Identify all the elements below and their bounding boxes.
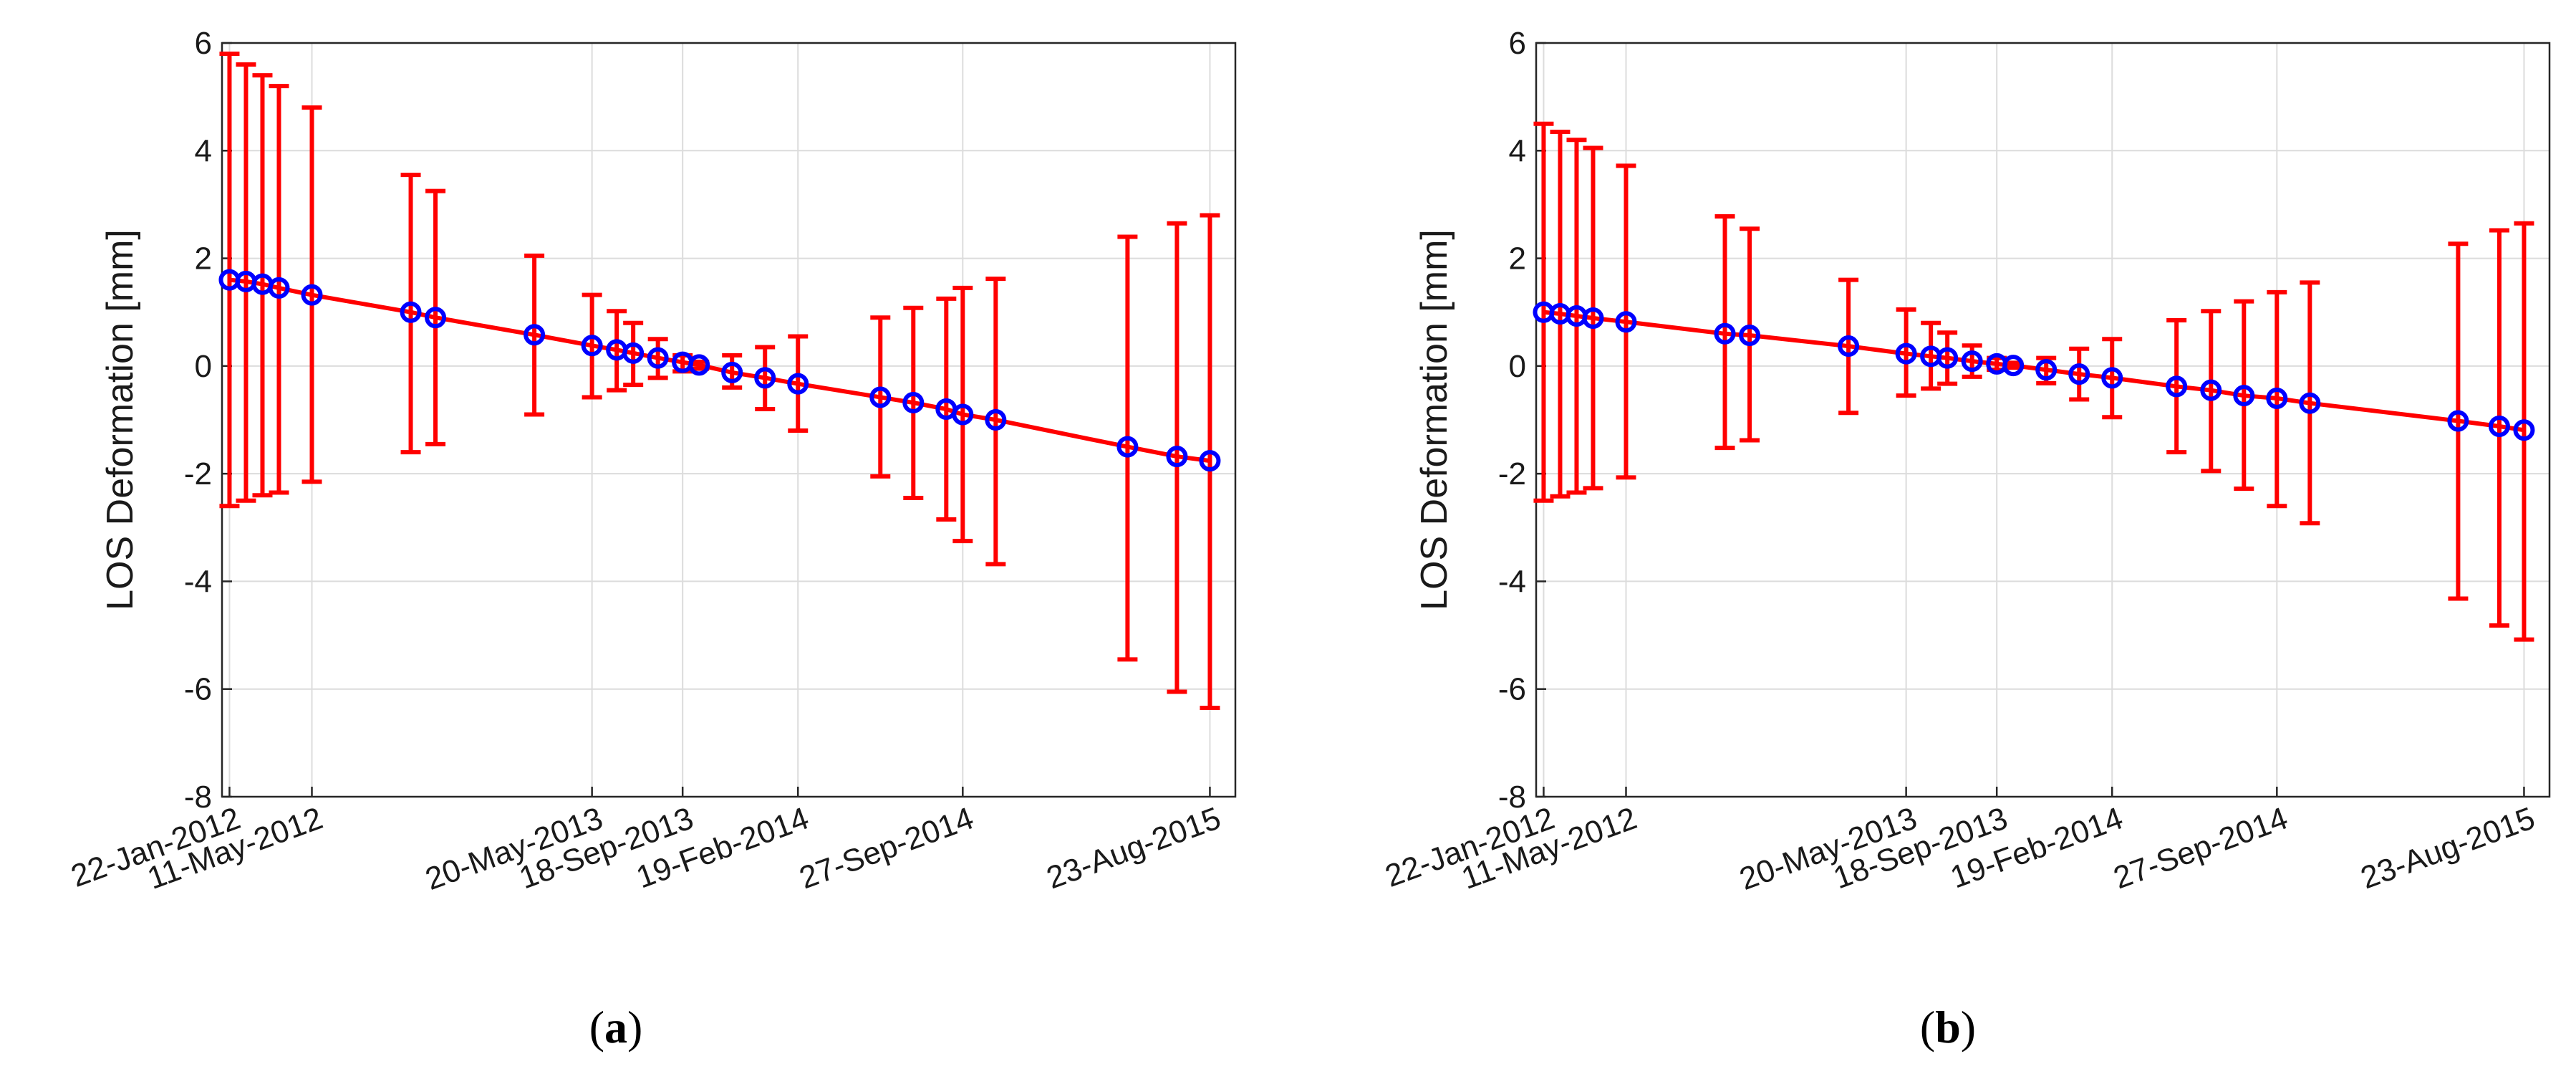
y-tick-label: -2: [184, 456, 212, 492]
axes-frame: [1535, 42, 2551, 798]
data-point: [1739, 325, 1761, 347]
y-axis-label: LOS Deformation [mm]: [100, 229, 141, 610]
x-tick-label: 27-Sep-2014: [2109, 800, 2292, 896]
data-point: [425, 307, 447, 329]
data-point: [2068, 363, 2090, 385]
y-tick-label: -6: [1498, 672, 1526, 707]
data-point: [1166, 446, 1188, 468]
data-point: [952, 403, 974, 426]
data-point: [2266, 387, 2288, 409]
data-point: [1895, 342, 1917, 365]
data-point: [2513, 419, 2535, 441]
data-point: [2035, 359, 2058, 381]
y-tick-label: 0: [1509, 349, 1526, 384]
y-tick-label: -2: [1498, 456, 1526, 492]
y-tick-label: 2: [195, 241, 212, 277]
data-point: [524, 324, 546, 346]
y-tick-label: 4: [1509, 133, 1526, 168]
data-point: [2002, 355, 2025, 377]
data-point: [301, 284, 323, 306]
data-point: [721, 361, 743, 383]
data-point: [787, 373, 809, 395]
data-point: [2166, 375, 2188, 398]
error-bar: [2514, 221, 2534, 642]
data-point: [1838, 335, 1860, 358]
data-point: [2299, 392, 2321, 414]
error-bar: [219, 52, 240, 509]
data-point: [1116, 436, 1139, 458]
data-point: [1199, 450, 1221, 472]
x-tick-label: 27-Sep-2014: [795, 800, 978, 896]
data-point: [1714, 322, 1736, 345]
y-tick-label: 6: [195, 26, 212, 61]
y-tick-label: -4: [184, 564, 212, 599]
data-point: [2101, 367, 2123, 389]
data-point: [1615, 311, 1637, 333]
series-line: [229, 277, 1210, 464]
y-tick-label: -8: [1498, 780, 1526, 815]
y-tick-label: 4: [195, 133, 212, 168]
data-point: [622, 342, 645, 364]
data-point: [268, 277, 290, 299]
data-point: [688, 354, 710, 376]
data-point: [647, 347, 669, 369]
panel-label: (a): [589, 1002, 643, 1053]
y-tick-label: 0: [195, 349, 212, 384]
y-tick-label: 6: [1509, 26, 1526, 61]
data-point: [1936, 347, 1959, 369]
y-tick-label: -8: [184, 780, 212, 815]
data-point: [2233, 385, 2255, 407]
y-axis-label: LOS Deformation [mm]: [1414, 229, 1455, 610]
x-tick-label: 23-Aug-2015: [1042, 800, 1225, 896]
x-tick-label: 23-Aug-2015: [2356, 800, 2539, 896]
data-point: [2488, 416, 2510, 438]
data-point: [902, 391, 925, 413]
y-tick-label: -4: [1498, 564, 1526, 599]
data-point: [2447, 410, 2469, 432]
series-line: [1543, 310, 2524, 433]
data-point: [754, 367, 776, 389]
data-point: [581, 335, 603, 357]
error-bar: [1533, 121, 1554, 503]
axes-frame: [221, 42, 1237, 798]
data-point: [1961, 350, 1983, 373]
data-point: [1582, 307, 1604, 329]
data-point: [985, 409, 1007, 431]
y-tick-label: 2: [1509, 241, 1526, 277]
data-point: [400, 301, 422, 323]
panel-label: (b): [1920, 1002, 1976, 1053]
error-bar: [1200, 213, 1220, 711]
y-tick-label: -6: [184, 672, 212, 707]
data-point: [2200, 379, 2222, 401]
data-point: [869, 386, 892, 408]
